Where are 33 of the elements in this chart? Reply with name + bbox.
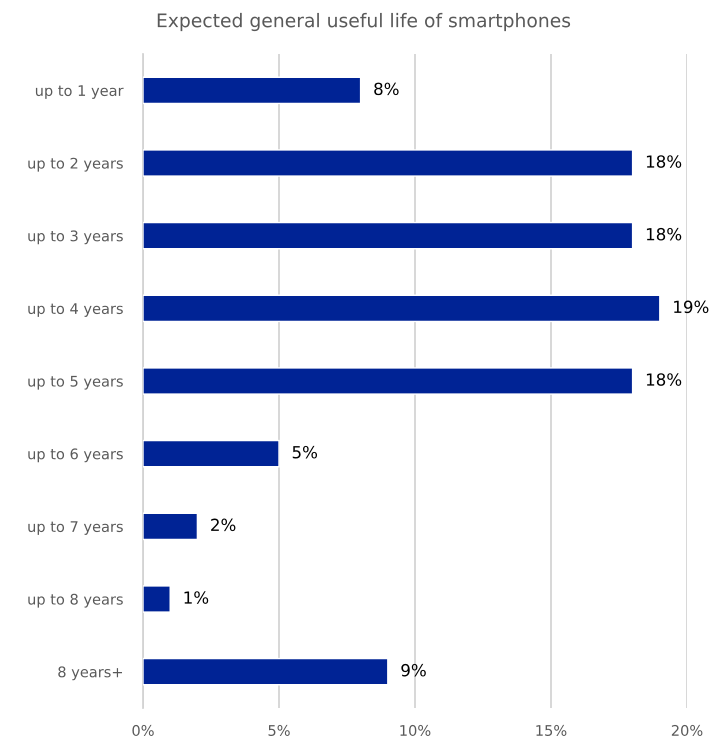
y-tick-label: up to 2 years <box>28 158 123 172</box>
data-label: 5% <box>292 446 318 459</box>
x-tick-label: 0% <box>132 724 154 736</box>
bar <box>143 585 171 613</box>
bar <box>143 294 660 322</box>
bar <box>143 149 634 177</box>
y-tick-label: up to 6 years <box>28 448 123 462</box>
data-label: 18% <box>646 155 682 168</box>
x-tick-label: 20% <box>672 724 702 736</box>
bar <box>143 658 388 686</box>
data-label: 18% <box>646 228 682 241</box>
y-tick-label: up to 8 years <box>28 594 123 608</box>
bar <box>143 367 634 395</box>
y-tick-label: up to 4 years <box>28 303 123 317</box>
y-tick-label: up to 1 year <box>36 85 124 99</box>
data-label: 1% <box>184 591 208 604</box>
x-tick-label: 5% <box>268 724 290 736</box>
y-tick-label: up to 5 years <box>28 376 123 390</box>
bar <box>143 222 634 250</box>
data-label: 2% <box>211 518 236 532</box>
x-tick-label: 10% <box>400 724 430 736</box>
bar <box>143 76 362 104</box>
data-label: 19% <box>674 300 708 314</box>
y-tick-label: up to 3 years <box>28 230 123 244</box>
bar <box>143 440 280 468</box>
y-tick-label: 8 years+ <box>58 666 122 680</box>
data-label: 8% <box>374 82 399 96</box>
data-label: 18% <box>646 373 682 386</box>
x-tick-label: 15% <box>536 724 566 736</box>
chart-title: Expected general useful life of smartphones <box>158 12 570 32</box>
data-label: 9% <box>401 664 426 677</box>
y-tick-label: up to 7 years <box>28 521 123 535</box>
bar <box>143 512 198 540</box>
